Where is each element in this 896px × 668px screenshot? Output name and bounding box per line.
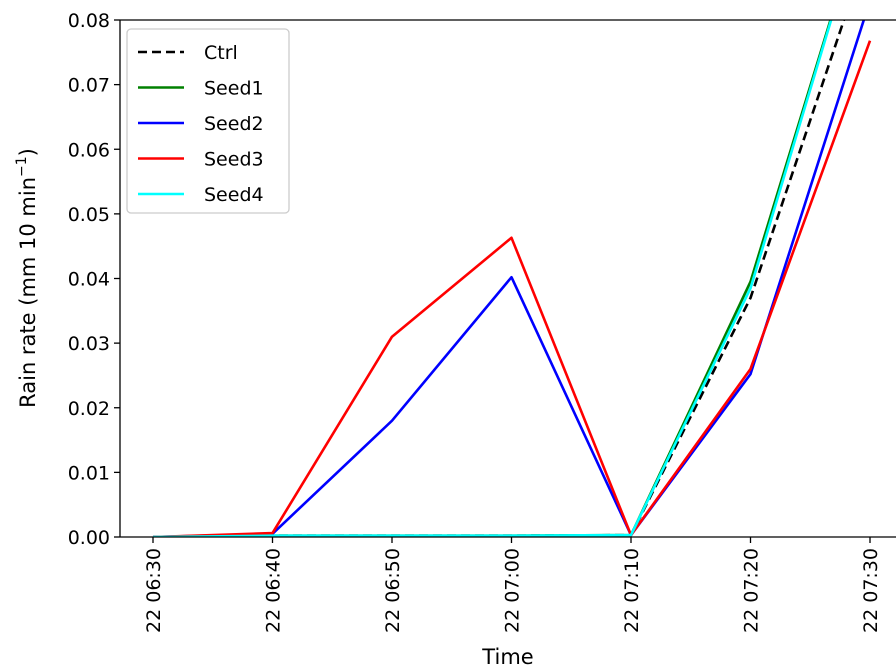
tick-labels: 0.00 0.01 0.02 0.03 0.04 0.05 0.06 0.07 0.08 22 0… <box>68 10 882 633</box>
y-tick-label: 0.03 <box>68 333 110 355</box>
x-axis-title: Time <box>481 645 533 668</box>
x-tick-label: 22 07:10 <box>621 548 643 633</box>
x-tick-label: 22 07:30 <box>860 548 882 633</box>
x-tick-label: 22 06:50 <box>382 548 404 633</box>
series-layer <box>152 20 872 537</box>
y-axis-title: Rain rate (mm 10 min−1) <box>14 148 40 408</box>
y-tick-label: 0.05 <box>68 204 110 226</box>
x-tick-label: 22 06:40 <box>263 548 285 633</box>
y-axis-title-superscript: −1 <box>14 156 30 177</box>
x-tick-label: 22 07:00 <box>502 548 524 633</box>
legend: Ctrl Seed1 Seed2 Seed3 Seed4 <box>126 28 290 214</box>
legend-label-ctrl: Ctrl <box>204 42 238 64</box>
y-tick-label: 0.04 <box>68 269 110 291</box>
y-tick-label: 0.07 <box>68 75 110 97</box>
y-axis-title-main: Rain rate (mm 10 min <box>16 177 40 408</box>
y-tick-label: 0.00 <box>68 527 110 549</box>
legend-label-seed1: Seed1 <box>204 78 264 100</box>
legend-label-seed2: Seed2 <box>204 113 264 135</box>
legend-box <box>126 28 290 214</box>
x-tick-label: 22 07:20 <box>741 548 763 633</box>
y-tick-label: 0.06 <box>68 139 110 161</box>
y-axis-title-close: ) <box>16 148 40 156</box>
y-tick-label: 0.08 <box>68 10 110 32</box>
y-tick-label: 0.01 <box>68 462 110 484</box>
legend-label-seed3: Seed3 <box>204 149 264 171</box>
legend-label-seed4: Seed4 <box>204 184 264 206</box>
x-tick-label: 22 06:30 <box>143 548 165 633</box>
series-line-seed3 <box>152 40 872 537</box>
y-tick-label: 0.02 <box>68 398 110 420</box>
series-line-seed4 <box>152 20 833 537</box>
